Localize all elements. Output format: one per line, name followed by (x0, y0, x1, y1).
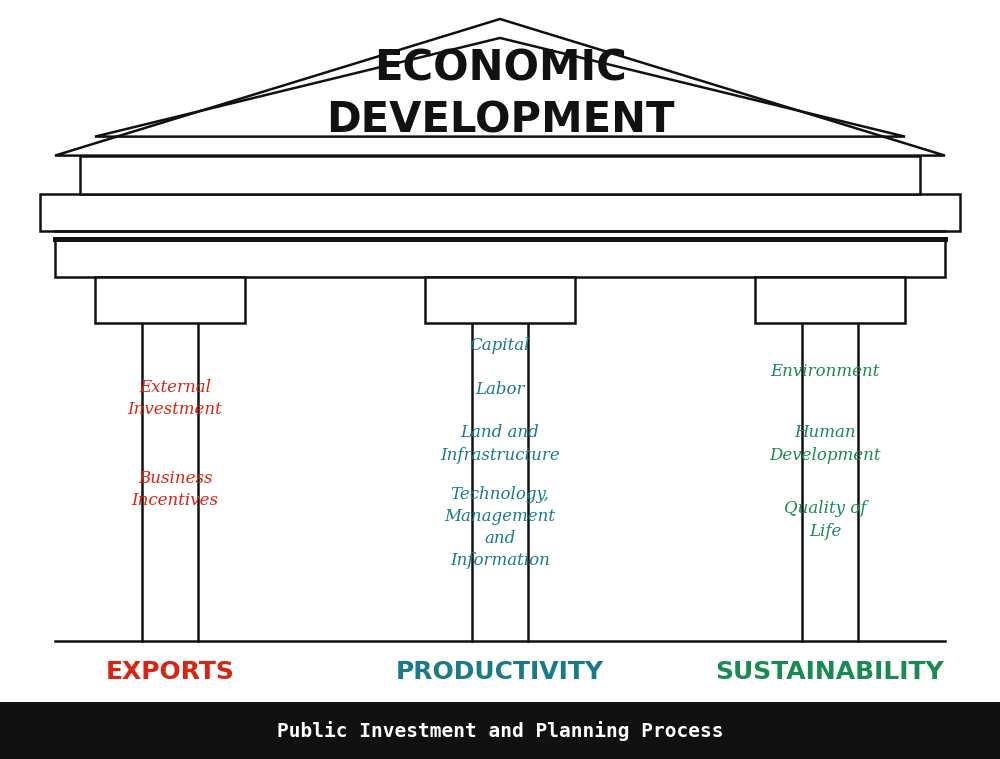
Text: Capital: Capital (470, 337, 530, 354)
Bar (425, 277, 575, 323)
Text: Labor: Labor (475, 381, 525, 398)
Polygon shape (55, 19, 945, 156)
Text: Human
Development: Human Development (769, 424, 881, 464)
Text: SUSTAINABILITY: SUSTAINABILITY (716, 660, 944, 684)
Bar (40, 194, 960, 231)
Text: Public Investment and Planning Process: Public Investment and Planning Process (277, 720, 723, 741)
Bar (755, 277, 905, 323)
Text: Quality of
Life: Quality of Life (784, 500, 866, 540)
Bar (80, 156, 920, 194)
Bar (95, 277, 245, 323)
Bar (55, 239, 945, 277)
Text: Business
Incentives: Business Incentives (132, 470, 219, 509)
Text: Technology,
Management
and
Information: Technology, Management and Information (444, 486, 556, 569)
Bar (0, 702, 1000, 759)
Text: PRODUCTIVITY: PRODUCTIVITY (396, 660, 604, 684)
Text: EXPORTS: EXPORTS (106, 660, 234, 684)
Text: External
Investment: External Investment (128, 379, 222, 418)
Text: Land and
Infrastructure: Land and Infrastructure (440, 424, 560, 464)
Text: Environment: Environment (770, 364, 880, 380)
Text: ECONOMIC
DEVELOPMENT: ECONOMIC DEVELOPMENT (326, 48, 674, 142)
